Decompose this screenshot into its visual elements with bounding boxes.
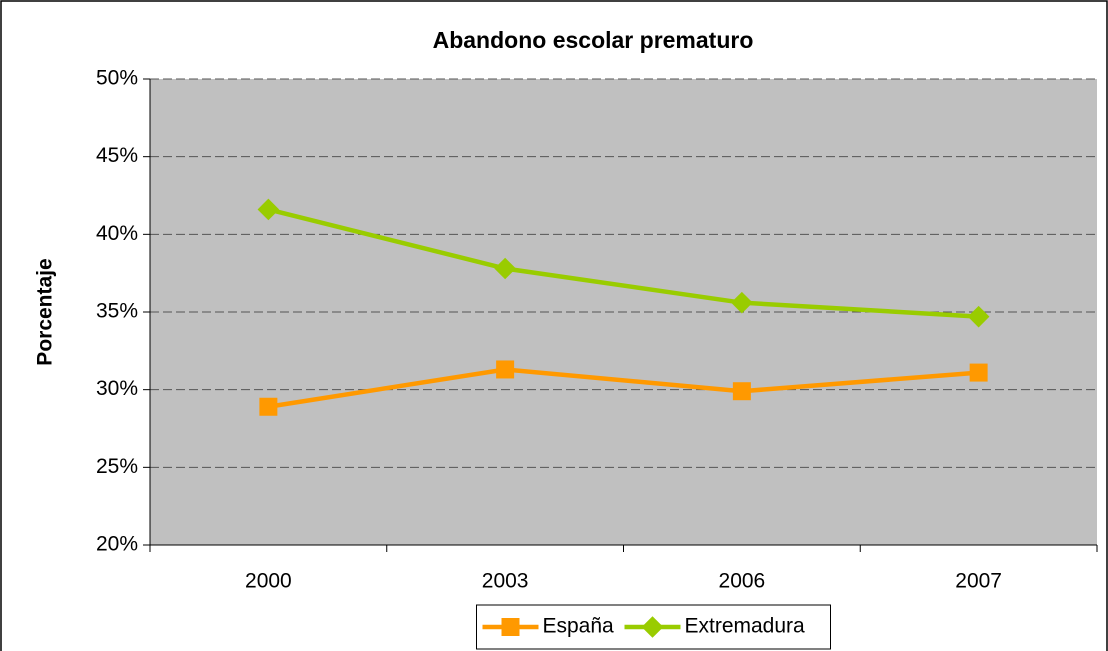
x-tick-label: 2006 (719, 570, 766, 593)
y-axis-label: Porcentaje (34, 258, 57, 365)
legend-label: España (543, 615, 615, 638)
point-marker (969, 363, 988, 382)
y-tick-label: 30% (96, 377, 138, 400)
point-marker (967, 305, 990, 328)
point-marker (259, 397, 278, 416)
y-tick-label: 40% (96, 222, 138, 245)
x-tick-label: 2000 (245, 570, 292, 593)
x-tick-label: 2003 (482, 570, 529, 593)
chart-title: Abandono escolar prematuro (433, 27, 754, 53)
y-tick-label: 45% (96, 144, 138, 167)
y-tick-label: 35% (96, 300, 138, 323)
point-marker (257, 198, 280, 221)
point-marker (732, 382, 751, 401)
y-tick-label: 25% (96, 455, 138, 478)
y-tick-label: 20% (96, 533, 138, 556)
x-tick-label: 2007 (955, 570, 1002, 593)
series-line (268, 367, 979, 409)
legend-label: Extremadura (685, 615, 806, 638)
y-tick-label: 50% (96, 67, 138, 90)
point-marker (641, 616, 664, 638)
point-marker (496, 360, 515, 379)
point-marker (494, 257, 516, 280)
point-marker (731, 291, 753, 314)
point-marker (501, 618, 520, 636)
series-line (267, 207, 979, 319)
